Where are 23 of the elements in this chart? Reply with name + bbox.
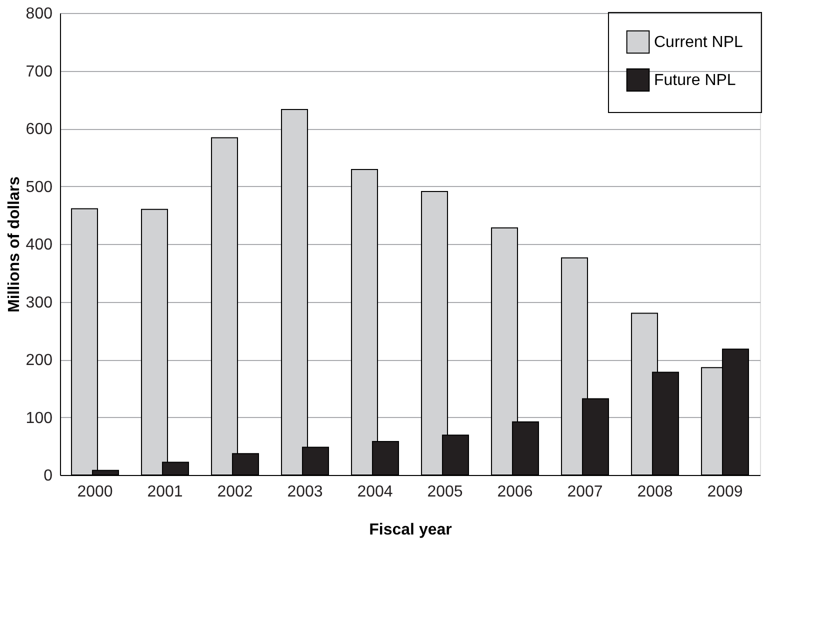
y-tick-label: 100 [26, 410, 53, 427]
x-tick-label: 2007 [567, 484, 603, 500]
x-tick-label: 2004 [357, 484, 393, 500]
y-tick-label: 800 [26, 6, 53, 22]
x-tick-label: 2003 [287, 484, 323, 500]
y-axis-title: Millions of dollars [6, 176, 23, 313]
y-tick-label: 700 [26, 63, 53, 80]
y-tick-label: 400 [26, 236, 53, 254]
x-tick-label: 2006 [497, 484, 533, 500]
x-tick-label: 2002 [217, 484, 253, 500]
y-tick-label: 600 [26, 121, 53, 138]
x-tick-label: 2000 [77, 484, 113, 500]
y-tick-label: 0 [44, 468, 53, 484]
x-tick-label: 2008 [637, 484, 673, 500]
legend-label: Future NPL [654, 72, 736, 89]
y-tick-label: 500 [26, 178, 53, 196]
x-tick-label: 2005 [427, 484, 463, 500]
x-tick-label: 2009 [707, 484, 743, 500]
y-tick-label: 200 [26, 352, 53, 369]
x-axis-title: Fiscal year [369, 522, 452, 538]
legend-label: Current NPL [654, 34, 744, 51]
y-tick-label: 300 [26, 294, 53, 312]
x-tick-label: 2001 [147, 484, 183, 500]
